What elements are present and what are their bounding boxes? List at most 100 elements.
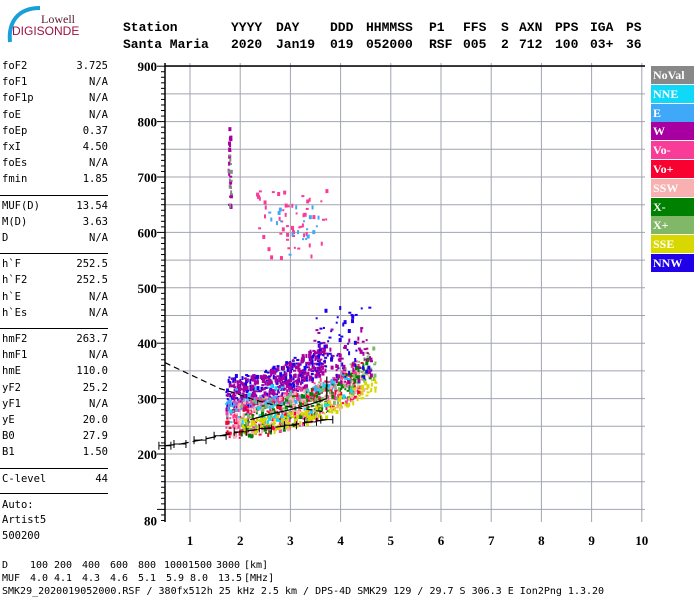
echo-point: [278, 399, 282, 404]
parameter-row: fxI 4.50: [2, 141, 108, 155]
echo-point: [296, 386, 300, 391]
echo-point: [250, 422, 253, 427]
echo-point: [255, 418, 258, 423]
echo-point: [268, 394, 271, 397]
echo-point: [240, 417, 243, 420]
echo-point: [301, 375, 305, 378]
echo-point: [281, 376, 284, 381]
echo-point: [253, 375, 256, 378]
echo-point: [233, 383, 236, 388]
header-value: Santa Maria: [123, 37, 209, 52]
echo-point: [319, 408, 322, 411]
echo-point: [303, 233, 306, 238]
error-bar: [173, 440, 187, 449]
echo-point: [278, 406, 282, 411]
ionogram-chart: 900 800 700 600 500 400 300 200 80 1 2 3 4 5 6 7 8 9 10: [138, 59, 649, 548]
echo-point: [332, 401, 336, 406]
parameter-name: hmF1: [2, 349, 28, 362]
echo-point: [306, 366, 309, 369]
echo-point: [305, 384, 309, 389]
echo-point: [275, 368, 278, 371]
echo-point: [254, 430, 257, 435]
echo-point: [347, 402, 351, 405]
echo-point: [337, 374, 341, 379]
parameter-name: fxI: [2, 141, 21, 153]
echo-point: [348, 397, 351, 400]
echo-point: [296, 378, 299, 381]
echo-point: [242, 399, 245, 402]
echo-point: [348, 338, 351, 343]
echo-point: [352, 369, 356, 374]
echo-point: [248, 408, 252, 411]
echo-point: [275, 379, 278, 384]
header-value: 03+: [590, 37, 614, 52]
echo-point: [305, 372, 309, 375]
echo-point: [304, 398, 307, 403]
echo-point: [321, 371, 325, 376]
parameter-value: N/A: [89, 290, 108, 303]
echo-point: [317, 396, 321, 399]
echo-point: [278, 422, 282, 427]
echo-point: [270, 417, 273, 420]
echo-point: [318, 384, 321, 389]
echo-point: [263, 200, 267, 205]
echo-point: [243, 407, 247, 412]
echo-point: [325, 218, 328, 221]
parameter-row: hmF2 263.7: [2, 333, 108, 347]
echo-point: [283, 190, 287, 195]
echo-point: [304, 411, 308, 416]
echo-point: [276, 424, 280, 427]
echo-point: [351, 380, 355, 383]
parameter-name: yF1: [2, 397, 21, 410]
echo-point: [279, 388, 282, 391]
echo-point: [272, 421, 275, 426]
echo-point: [313, 339, 317, 342]
echo-point: [229, 163, 232, 166]
echo-point: [306, 394, 310, 399]
header-value: RSF: [429, 37, 453, 52]
echo-point: [334, 382, 338, 385]
echo-point: [228, 136, 232, 141]
echo-point: [288, 421, 291, 424]
echo-point: [305, 379, 309, 382]
echo-point: [294, 418, 298, 423]
echo-point: [360, 397, 364, 400]
echo-point: [259, 374, 263, 379]
parameter-row: foEp 0.37: [2, 125, 108, 139]
legend-item-ssw: SSW: [651, 178, 694, 197]
echo-point: [319, 327, 323, 330]
echo-point: [333, 396, 337, 401]
echo-point: [268, 416, 272, 421]
echo-point: [248, 425, 252, 428]
echo-point: [312, 408, 315, 413]
echo-point: [269, 414, 273, 419]
echo-point: [229, 383, 232, 386]
echo-point: [245, 421, 249, 426]
echo-point: [358, 360, 361, 363]
echo-point: [339, 306, 342, 311]
echo-point: [357, 389, 361, 394]
echo-point: [306, 234, 310, 239]
echo-point: [308, 417, 312, 422]
echo-point: [307, 366, 310, 369]
echo-point: [255, 429, 259, 434]
echo-point: [317, 390, 321, 395]
echo-point: [337, 378, 340, 381]
echo-point: [253, 407, 257, 412]
echo-point: [270, 384, 274, 389]
echo-point: [227, 203, 230, 206]
echo-point: [341, 362, 344, 367]
echo-point: [260, 417, 263, 422]
echo-point: [288, 253, 292, 256]
echo-point: [249, 416, 253, 419]
echo-point: [349, 379, 352, 384]
echo-point: [242, 428, 246, 431]
echo-point: [239, 387, 242, 392]
echo-point: [311, 364, 314, 369]
echo-point: [242, 385, 246, 390]
echo-point: [262, 397, 266, 400]
echo-point: [320, 416, 324, 421]
echo-point: [312, 230, 316, 235]
echo-point: [357, 366, 361, 369]
echo-point: [233, 386, 237, 389]
